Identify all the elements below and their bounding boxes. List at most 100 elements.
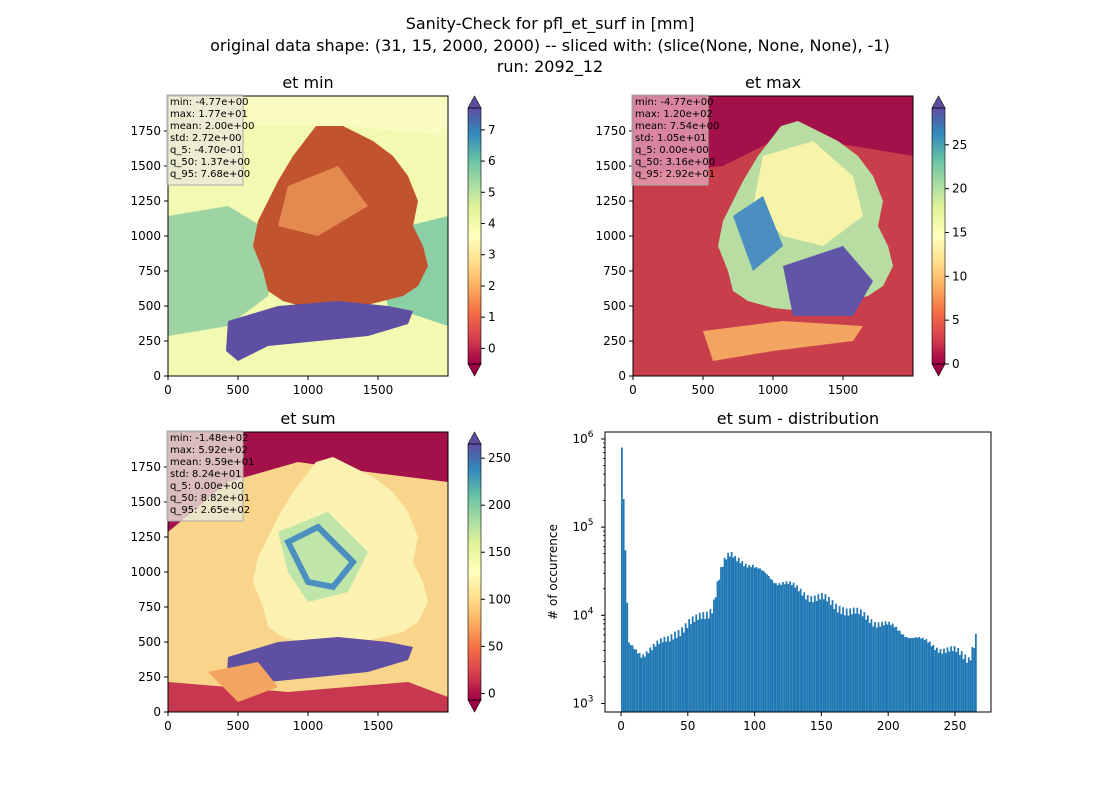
stats-line: q_5: -4.70e-01 [170,145,243,156]
colorbar-tick-label: 5 [488,185,496,199]
stats-line: q_50: 3.16e+00 [635,157,715,168]
histogram-bar [914,637,917,712]
x-tick-label: 500 [227,719,250,733]
histogram-bar [948,651,951,712]
x-tick-label: 50 [680,719,695,733]
histogram-bar [682,632,685,712]
histogram-bar [819,599,822,712]
histogram-bar [718,579,721,712]
histogram-bar [780,584,783,712]
y-tick-label: 1250 [595,194,626,208]
colorbar-tick-label: 1 [488,310,496,324]
histogram-bar [638,652,641,712]
histogram-bar [911,637,914,712]
stats-line: mean: 2.00e+00 [170,121,254,132]
colorbar [468,444,481,700]
histogram-bar [681,627,683,712]
histogram-bar [647,653,650,712]
colorbar-tick-label: 100 [488,592,511,606]
histogram-bar [815,601,818,712]
histogram-bar [817,594,820,712]
colorbar-extend-min [467,363,482,377]
histogram-bar [944,652,947,712]
histogram-bar [633,649,636,712]
stats-line: std: 1.05e+01 [635,133,707,144]
stats-line: max: 1.20e+02 [635,109,713,120]
histogram-bar [622,499,625,712]
y-tick-label: 104 [572,606,593,622]
colorbar-tick-label: 20 [952,182,967,196]
histogram-bar [663,636,666,712]
histogram-bar [769,578,772,712]
y-axis-label: # of occurrence [546,524,560,620]
histogram-bar [711,613,714,712]
histogram-bar [746,567,749,712]
colorbar-tick-label: 150 [488,545,511,559]
x-tick-label: 1500 [828,383,859,397]
histogram-bar [674,631,676,712]
histogram-bar [967,657,970,712]
histogram-bar [665,641,668,712]
y-tick-label: 1250 [130,530,161,544]
histogram-bar [888,621,891,712]
y-tick-label: 106 [572,430,593,446]
histogram-bar [659,638,662,712]
histogram-bar [808,601,811,712]
y-tick-label: 0 [618,369,626,383]
histogram-bar [675,637,678,712]
histogram-bar [937,652,940,712]
histogram-bar [767,576,770,712]
colorbar-tick-label: 7 [488,123,496,137]
histogram-bar [893,627,896,712]
y-tick-label: 750 [138,600,161,614]
histogram-bar [631,645,634,712]
histogram-bar [932,644,935,712]
histogram-bar [716,581,719,712]
histogram-bar [799,588,802,712]
stats-line: q_50: 8.82e+01 [170,493,250,504]
histogram-bar [652,643,655,712]
histogram-bar [629,644,632,712]
histogram-bar [874,622,876,712]
stats-line: q_5: 0.00e+00 [635,145,709,156]
histogram-bar [739,563,742,712]
y-tick-label: 750 [603,264,626,278]
colorbar-tick-label: 4 [488,217,496,231]
histogram-bar [872,626,875,712]
histogram-bar [785,581,788,712]
histogram-bar [920,638,922,712]
histogram-bar [849,608,852,712]
histogram-bar [737,557,740,712]
histogram-bar [821,592,823,712]
histogram-bar [621,447,623,712]
stats-line: q_95: 2.65e+02 [170,505,250,516]
histogram-bar [813,595,816,712]
stats-line: min: -4.77e+00 [635,97,714,108]
colorbar-tick-label: 25 [952,138,967,152]
y-tick-label: 1000 [130,229,161,243]
histogram-bar [688,619,691,712]
histogram-bar [705,611,708,712]
histogram-bar [751,564,754,712]
colorbar-extend-min [931,363,946,377]
histogram-bar [930,646,933,712]
histogram-bar [698,612,701,712]
colorbar-tick-label: 0 [952,357,960,371]
histogram-bar [755,566,758,712]
histogram-bar [640,657,643,712]
histogram-bar [943,648,945,712]
histogram-bar [757,568,760,712]
histogram-bar [727,552,729,712]
histogram-bar [909,638,912,712]
histogram-bar [916,637,919,712]
colorbar-tick-label: 50 [488,639,503,653]
stats-box [631,94,709,186]
histogram-bar [707,618,710,712]
y-tick-label: 1000 [595,229,626,243]
histogram-bar [670,634,673,712]
histogram-bar [831,600,834,712]
histogram-bar [736,561,738,712]
stats-line: mean: 7.54e+00 [635,121,719,132]
stats-line: q_50: 1.37e+00 [170,157,250,168]
histogram-bar [645,651,648,712]
